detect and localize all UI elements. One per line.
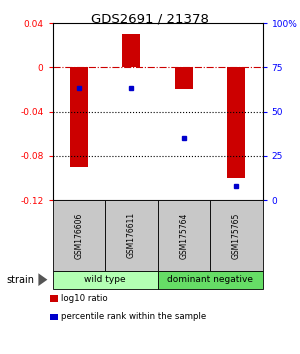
Polygon shape (38, 273, 47, 286)
Bar (50, 314, 58, 320)
Bar (105, 200, 158, 271)
Bar (175, 67, 193, 89)
Bar (227, 67, 245, 178)
Text: GSM175764: GSM175764 (179, 212, 188, 259)
Bar (50, 295, 58, 302)
Text: GSM176606: GSM176606 (74, 212, 83, 259)
Text: GDS2691 / 21378: GDS2691 / 21378 (91, 12, 209, 25)
Text: wild type: wild type (84, 275, 126, 284)
Bar (210, 200, 262, 271)
Text: GSM176611: GSM176611 (127, 212, 136, 258)
Text: percentile rank within the sample: percentile rank within the sample (61, 312, 207, 321)
Text: strain: strain (6, 275, 34, 285)
Text: log10 ratio: log10 ratio (61, 294, 108, 303)
Text: GSM175765: GSM175765 (232, 212, 241, 259)
Bar (158, 271, 262, 289)
Bar (52, 271, 158, 289)
Bar (158, 200, 210, 271)
Bar (52, 200, 105, 271)
Text: dominant negative: dominant negative (167, 275, 253, 284)
Bar (122, 34, 140, 67)
Bar (70, 67, 88, 167)
